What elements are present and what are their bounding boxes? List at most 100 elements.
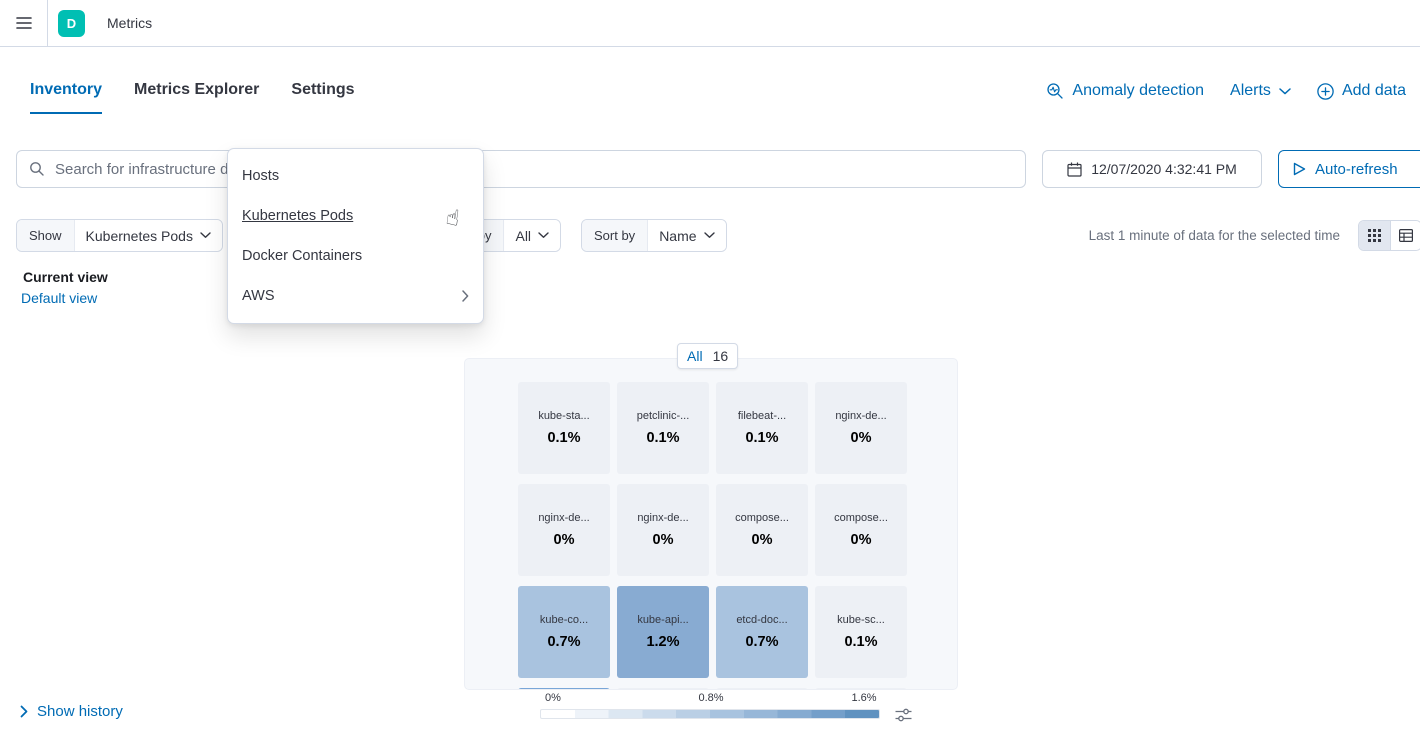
date-value: 12/07/2020 4:32:41 PM (1091, 161, 1237, 177)
pod-tile[interactable]: compose... 0% (815, 484, 907, 576)
anomaly-detection-link[interactable]: Anomaly detection (1046, 82, 1204, 100)
menu-item-docker-containers[interactable]: Docker Containers (228, 236, 483, 276)
group-count: 16 (712, 348, 729, 364)
auto-refresh-button[interactable]: Auto-refresh (1278, 150, 1420, 188)
menu-item-label: Hosts (242, 168, 280, 184)
show-history-toggle[interactable]: Show history (20, 703, 123, 720)
top-bar: D Metrics (0, 0, 1420, 47)
show-label: Show (17, 220, 75, 251)
tab-inventory[interactable]: Inventory (30, 81, 103, 114)
show-dropdown-menu: Hosts Kubernetes Pods Docker Containers … (227, 148, 484, 324)
space-initial: D (66, 16, 77, 31)
pod-value: 0.1% (547, 430, 581, 446)
pod-tile[interactable]: kube-sta... 0.1% (518, 382, 610, 474)
pod-value: 0% (652, 532, 674, 548)
pod-value: 0% (850, 532, 872, 548)
view-toggle-group (1358, 220, 1420, 251)
alerts-label: Alerts (1230, 82, 1271, 99)
pod-value: 0% (850, 430, 872, 446)
space-avatar[interactable]: D (58, 10, 85, 37)
group-all-label[interactable]: All (687, 348, 703, 364)
hamburger-menu-button[interactable] (0, 0, 48, 46)
play-icon (1293, 162, 1306, 176)
group-by-value: All (515, 227, 532, 244)
pod-value: 0.1% (844, 634, 878, 650)
pod-tile-partial[interactable] (815, 688, 907, 689)
alerts-dropdown[interactable]: Alerts (1230, 82, 1291, 100)
pod-tile[interactable]: petclinic-... 0.1% (617, 382, 709, 474)
add-data-link[interactable]: Add data (1317, 82, 1406, 100)
table-view-button[interactable] (1390, 221, 1420, 250)
legend-settings-button[interactable] (893, 705, 913, 725)
table-icon (1399, 229, 1413, 242)
tab-settings[interactable]: Settings (291, 81, 355, 98)
pod-name: compose... (735, 512, 789, 524)
pod-tile[interactable]: compose... 0% (716, 484, 808, 576)
pod-tile[interactable]: etcd-doc... 0.7% (716, 586, 808, 678)
pod-tile-partial[interactable] (617, 688, 709, 689)
sort-by-dropdown[interactable]: Name (648, 220, 726, 251)
pod-value: 0% (751, 532, 773, 548)
legend-gradient-bar (540, 709, 880, 719)
pod-value: 0% (553, 532, 575, 548)
waffle-grid: kube-sta... 0.1% petclinic-... 0.1% filebeat… (518, 382, 907, 689)
group-by-dropdown[interactable]: All (504, 220, 561, 251)
grid-icon (1368, 229, 1381, 242)
pod-value: 1.2% (646, 634, 680, 650)
calendar-icon (1067, 162, 1082, 177)
sort-by-label: Sort by (582, 220, 649, 251)
pod-tile-partial[interactable] (518, 688, 610, 689)
pod-name: kube-api... (637, 614, 689, 626)
chevron-down-icon (200, 232, 211, 238)
menu-item-aws[interactable]: AWS (228, 276, 483, 316)
pod-tile-partial[interactable] (716, 688, 808, 689)
legend-tick-min: 0% (545, 692, 561, 704)
pod-tile[interactable]: nginx-de... 0% (518, 484, 610, 576)
tab-bar: Inventory Metrics Explorer Settings (30, 81, 355, 114)
data-range-note: Last 1 minute of data for the selected t… (1088, 228, 1340, 243)
pod-tile[interactable]: nginx-de... 0% (815, 382, 907, 474)
map-view-button[interactable] (1359, 221, 1390, 250)
search-bar (16, 150, 1026, 188)
pod-tile[interactable]: kube-co... 0.7% (518, 586, 610, 678)
chevron-down-icon (538, 232, 549, 238)
pod-tile[interactable]: nginx-de... 0% (617, 484, 709, 576)
group-all-badge: All 16 (677, 343, 739, 369)
pod-tile[interactable]: kube-api... 1.2% (617, 586, 709, 678)
pod-name: filebeat-... (737, 410, 787, 422)
header-actions: Anomaly detection Alerts Add data (1046, 80, 1406, 102)
menu-item-label: Kubernetes Pods (242, 208, 354, 224)
pod-name: kube-sta... (538, 410, 590, 422)
pod-name: petclinic-... (636, 410, 690, 422)
chevron-down-icon (703, 232, 715, 238)
menu-item-kubernetes-pods[interactable]: Kubernetes Pods (228, 196, 483, 236)
default-view-link[interactable]: Default view (21, 290, 98, 306)
breadcrumb: Metrics (107, 15, 153, 31)
sort-by-value: Name (659, 227, 697, 244)
date-picker[interactable]: 12/07/2020 4:32:41 PM (1042, 150, 1262, 188)
tab-metrics-explorer[interactable]: Metrics Explorer (134, 81, 260, 98)
pod-name: nginx-de... (637, 512, 689, 524)
sliders-icon (895, 708, 911, 722)
pod-value: 0.1% (745, 430, 779, 446)
search-icon (30, 162, 44, 176)
menu-item-label: Docker Containers (242, 248, 363, 264)
menu-item-hosts[interactable]: Hosts (228, 156, 483, 196)
pod-tile[interactable]: filebeat-... 0.1% (716, 382, 808, 474)
add-data-label: Add data (1341, 82, 1406, 99)
show-dropdown[interactable]: Kubernetes Pods (74, 220, 222, 251)
chevron-down-icon (1279, 87, 1291, 94)
legend-tick-mid: 0.8% (698, 692, 724, 704)
hamburger-icon (15, 17, 32, 29)
search-input[interactable] (55, 160, 1013, 178)
pod-name: kube-sc... (837, 614, 885, 626)
anomaly-detection-label: Anomaly detection (1072, 82, 1205, 99)
show-control: Show Kubernetes Pods (16, 219, 223, 252)
legend-tick-max: 1.6% (851, 692, 877, 704)
pod-value: 0.7% (745, 634, 779, 650)
pod-tile[interactable]: kube-sc... 0.1% (815, 586, 907, 678)
pod-name: nginx-de... (538, 512, 590, 524)
current-view-title: Current view (23, 269, 108, 285)
pod-value: 0.7% (547, 634, 581, 650)
